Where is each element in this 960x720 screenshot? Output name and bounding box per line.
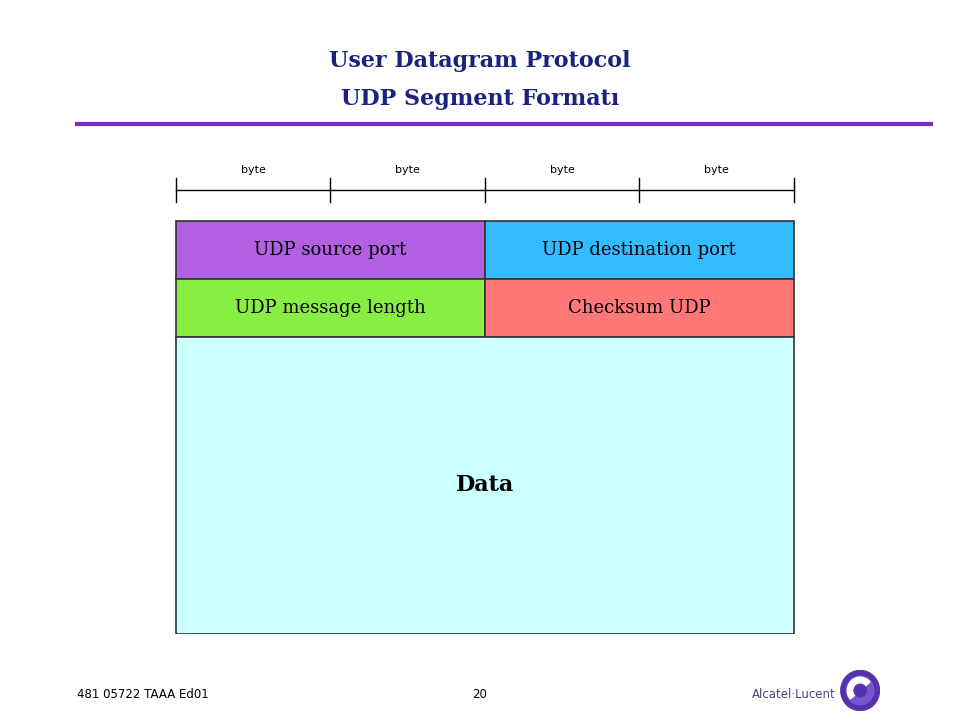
Text: Checksum UDP: Checksum UDP bbox=[568, 299, 710, 317]
Text: byte: byte bbox=[396, 166, 420, 175]
Text: 20: 20 bbox=[472, 688, 488, 701]
Text: byte: byte bbox=[241, 166, 265, 175]
Circle shape bbox=[847, 676, 874, 705]
Bar bbox=[485, 221, 794, 279]
Circle shape bbox=[854, 684, 866, 697]
Text: User Datagram Protocol: User Datagram Protocol bbox=[329, 50, 631, 72]
Text: Data: Data bbox=[456, 474, 514, 496]
Text: Alcatel·Lucent: Alcatel·Lucent bbox=[752, 688, 835, 701]
Circle shape bbox=[841, 670, 879, 711]
Text: UDP message length: UDP message length bbox=[235, 299, 425, 317]
Bar bbox=[485, 279, 794, 337]
Text: byte: byte bbox=[705, 166, 729, 175]
Bar bbox=[176, 221, 485, 279]
Bar bbox=[176, 279, 485, 337]
Wedge shape bbox=[848, 677, 870, 699]
Text: UDP destination port: UDP destination port bbox=[542, 241, 736, 259]
Text: 481 05722 TAAA Ed01: 481 05722 TAAA Ed01 bbox=[77, 688, 208, 701]
Text: UDP source port: UDP source port bbox=[254, 241, 406, 259]
Text: UDP Segment Formatı: UDP Segment Formatı bbox=[341, 89, 619, 110]
Text: byte: byte bbox=[550, 166, 574, 175]
Bar bbox=[176, 337, 794, 634]
